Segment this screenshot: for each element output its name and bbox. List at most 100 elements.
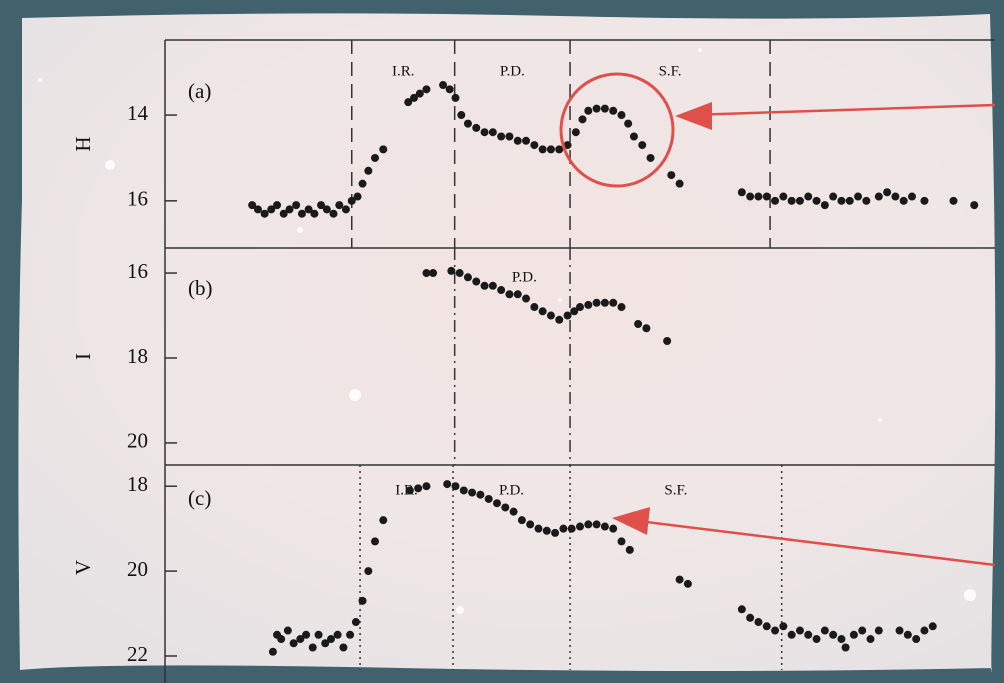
data-point xyxy=(346,630,355,639)
data-point xyxy=(429,269,438,278)
data-point xyxy=(505,132,514,141)
data-point xyxy=(415,89,424,98)
data-point xyxy=(617,537,626,546)
arrow-head xyxy=(612,507,650,535)
data-point xyxy=(567,524,576,533)
data-point xyxy=(638,141,647,150)
data-point xyxy=(804,192,813,201)
data-point xyxy=(634,320,643,329)
data-point xyxy=(488,281,497,290)
data-point xyxy=(779,622,788,631)
data-point xyxy=(505,290,514,299)
data-point xyxy=(899,196,908,205)
data-point xyxy=(920,196,929,205)
y-tick-label: 14 xyxy=(127,101,149,125)
data-point xyxy=(422,482,431,491)
phase-label: P.D. xyxy=(500,63,525,79)
data-point xyxy=(600,522,609,531)
data-point xyxy=(480,281,489,290)
phase-label: P.D. xyxy=(512,269,537,285)
data-point xyxy=(584,300,593,309)
data-point xyxy=(329,209,338,218)
data-point xyxy=(538,145,547,154)
data-point xyxy=(746,613,755,622)
data-point xyxy=(617,303,626,312)
y-tick-label: 18 xyxy=(127,472,148,496)
data-point xyxy=(289,639,298,648)
data-point xyxy=(570,307,579,316)
data-point xyxy=(509,507,518,516)
data-point xyxy=(555,145,564,154)
data-point xyxy=(600,104,609,113)
y-tick-label: 20 xyxy=(127,557,148,581)
data-point xyxy=(501,503,510,512)
data-point xyxy=(771,196,780,205)
data-point xyxy=(335,201,344,210)
data-point xyxy=(253,205,262,214)
data-point xyxy=(609,524,618,533)
data-point xyxy=(804,630,813,639)
data-point xyxy=(862,196,871,205)
data-point xyxy=(530,141,539,150)
arrow xyxy=(629,518,996,567)
data-point xyxy=(883,188,892,197)
data-point xyxy=(333,630,342,639)
plot-area: (a) H 14 16 I.R. P.D. S.F. (b) I 16 18 20 P.D. (c) V 18… xyxy=(71,39,995,683)
data-point xyxy=(771,626,780,635)
data-point xyxy=(820,626,829,635)
data-point xyxy=(642,324,651,333)
data-point xyxy=(874,192,883,201)
data-point xyxy=(317,201,326,210)
data-point xyxy=(341,205,350,214)
data-point xyxy=(949,196,958,205)
data-point xyxy=(302,630,311,639)
data-point xyxy=(308,643,317,652)
data-point xyxy=(522,294,531,303)
data-point xyxy=(534,524,543,533)
data-point xyxy=(526,520,535,529)
data-point xyxy=(795,196,804,205)
data-point xyxy=(472,277,481,286)
data-point xyxy=(260,209,269,218)
data-point xyxy=(812,196,821,205)
data-point xyxy=(629,132,638,141)
data-point xyxy=(422,85,431,94)
data-point xyxy=(546,311,555,320)
data-point xyxy=(488,128,497,137)
data-point xyxy=(542,526,551,535)
data-point xyxy=(912,635,921,644)
data-point xyxy=(273,201,282,210)
stars xyxy=(38,48,976,614)
data-point xyxy=(683,579,692,588)
data-point xyxy=(439,81,448,90)
data-point xyxy=(609,298,618,307)
data-point xyxy=(559,524,568,533)
data-point xyxy=(584,106,593,115)
data-point xyxy=(353,192,362,201)
y-tick-label: 20 xyxy=(127,429,148,453)
data-point xyxy=(404,98,413,107)
data-point xyxy=(746,192,755,201)
data-point xyxy=(422,269,431,278)
data-point xyxy=(576,522,584,531)
data-point xyxy=(497,286,506,295)
data-point xyxy=(327,635,335,644)
panel-label: (c) xyxy=(188,486,211,510)
y-tick-label: 22 xyxy=(127,642,148,666)
data-point xyxy=(517,516,526,525)
data-point xyxy=(530,303,539,312)
y-axis-label: V xyxy=(71,560,95,575)
data-point xyxy=(787,630,796,639)
data-point xyxy=(314,630,323,639)
data-point xyxy=(849,630,858,639)
data-point xyxy=(522,136,531,145)
data-point xyxy=(571,128,580,137)
data-point xyxy=(268,647,277,656)
data-point xyxy=(920,626,929,635)
data-point xyxy=(576,303,584,312)
data-point xyxy=(457,111,466,120)
data-point xyxy=(451,482,460,491)
data-point xyxy=(538,307,547,316)
data-point xyxy=(472,123,481,132)
